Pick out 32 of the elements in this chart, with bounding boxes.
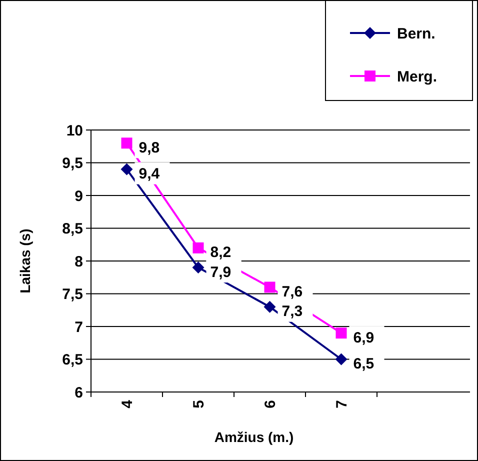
y-tick-label: 7 bbox=[74, 318, 83, 336]
point bbox=[264, 300, 276, 313]
x-tick-label: 7 bbox=[334, 400, 350, 408]
y-tick-label: 6,5 bbox=[62, 352, 83, 368]
y-tick-label: 7,5 bbox=[62, 286, 83, 303]
y-axis-title: Laikas (s) bbox=[17, 228, 33, 294]
data-label: 6,5 bbox=[353, 356, 374, 372]
data-label: 7,3 bbox=[282, 303, 303, 320]
data-label: 9,8 bbox=[138, 139, 160, 156]
point bbox=[121, 138, 132, 149]
y-tick-label: 10 bbox=[66, 122, 83, 140]
x-tick-label: 6 bbox=[262, 400, 279, 408]
point bbox=[120, 163, 133, 176]
data-label: 7,9 bbox=[210, 264, 232, 281]
legend-label: Bern. bbox=[397, 25, 436, 42]
point bbox=[335, 353, 348, 366]
x-axis-title: Amžius (m.) bbox=[214, 429, 294, 445]
x-tick-label: 5 bbox=[190, 400, 208, 408]
data-label: 6,9 bbox=[353, 329, 374, 346]
data-label: 8,2 bbox=[210, 244, 232, 262]
point bbox=[192, 242, 204, 254]
legend-label: Merg. bbox=[397, 68, 438, 86]
data-label: 7,6 bbox=[282, 283, 303, 300]
y-tick-label: 8,5 bbox=[62, 220, 83, 238]
y-tick-label: 9 bbox=[74, 188, 83, 205]
point bbox=[192, 262, 204, 274]
y-tick-label: 8 bbox=[74, 253, 83, 270]
point bbox=[336, 328, 347, 339]
y-tick-label: 9,5 bbox=[62, 155, 83, 172]
x-tick-label: 4 bbox=[119, 399, 136, 408]
data-label: 9,4 bbox=[138, 166, 160, 183]
point bbox=[264, 282, 276, 293]
